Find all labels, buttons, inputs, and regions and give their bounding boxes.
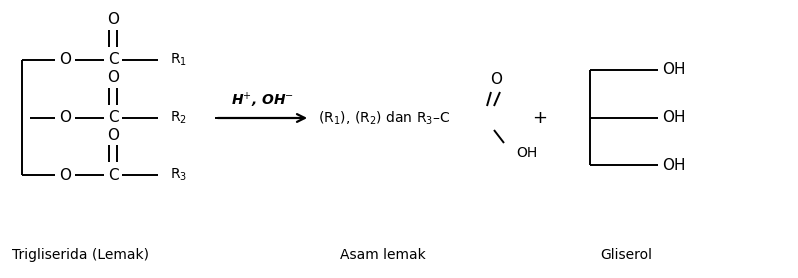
Text: O: O (107, 71, 119, 86)
Text: O: O (107, 128, 119, 143)
Text: OH: OH (516, 146, 537, 160)
Text: R$_1$: R$_1$ (170, 52, 187, 68)
Text: C: C (108, 53, 118, 68)
Text: Asam lemak: Asam lemak (340, 248, 426, 262)
Text: Trigliserida (Lemak): Trigliserida (Lemak) (12, 248, 149, 262)
Text: O: O (490, 73, 502, 88)
Text: R$_3$: R$_3$ (170, 167, 188, 183)
Text: C: C (108, 168, 118, 182)
Text: (R$_1$), (R$_2$) dan R$_3$–C: (R$_1$), (R$_2$) dan R$_3$–C (318, 109, 450, 127)
Text: O: O (107, 13, 119, 28)
Text: R$_2$: R$_2$ (170, 110, 187, 126)
Text: O: O (59, 110, 71, 125)
Text: OH: OH (662, 158, 685, 173)
Text: H$^{+}$, OH$^{-}$: H$^{+}$, OH$^{-}$ (231, 90, 294, 110)
Text: +: + (532, 109, 547, 127)
Text: O: O (59, 168, 71, 182)
Text: Gliserol: Gliserol (600, 248, 652, 262)
Text: OH: OH (662, 63, 685, 78)
Text: C: C (108, 110, 118, 125)
Text: O: O (59, 53, 71, 68)
Text: OH: OH (662, 110, 685, 125)
